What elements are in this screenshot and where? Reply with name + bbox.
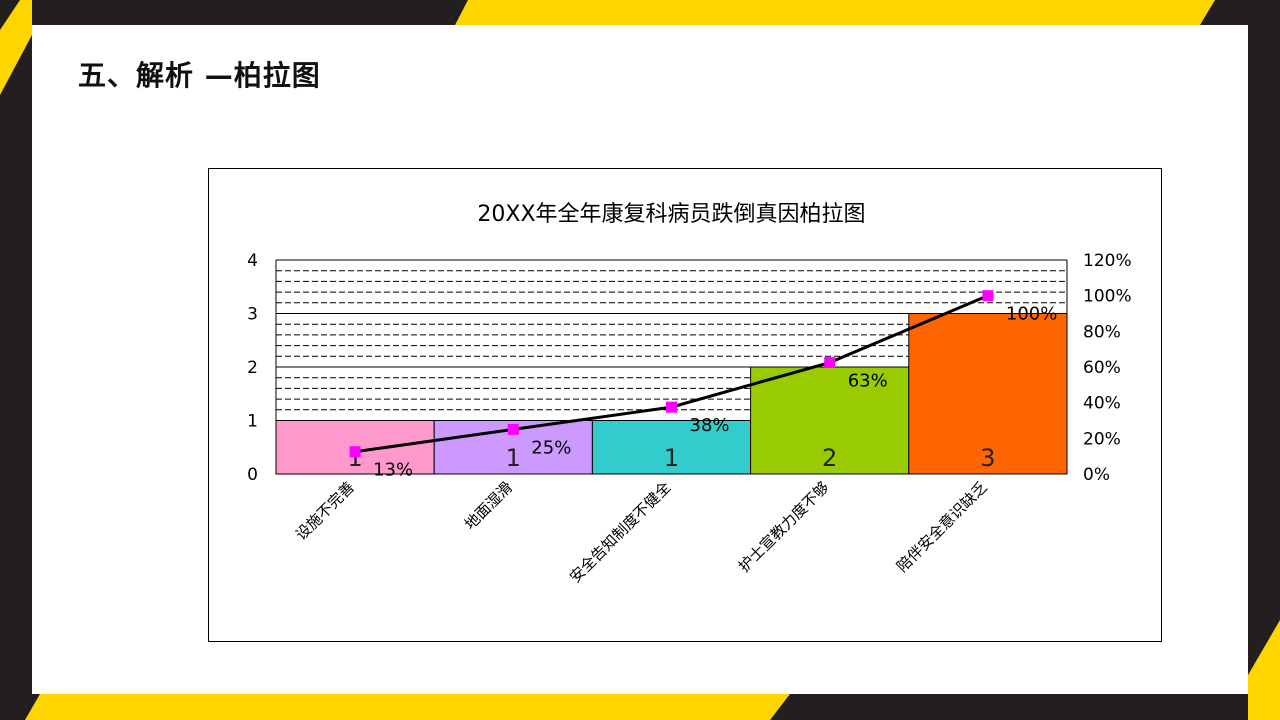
cumulative-percent-label-4: 63%	[848, 371, 888, 392]
y-tick-label: 1	[247, 412, 258, 432]
bar-4	[750, 366, 910, 475]
top-stripe-decoration	[455, 0, 1215, 25]
x-category-label: 安全告知制度不健全	[566, 478, 674, 586]
cumulative-percent-label-2: 25%	[531, 437, 571, 458]
bar-value-label-5: 3	[980, 444, 995, 472]
y-tick-label: 4	[247, 251, 258, 271]
x-category-label: 设施不完善	[292, 478, 358, 544]
cumulative-percent-label-1: 13%	[373, 460, 413, 481]
left-stripe-decoration	[0, 0, 32, 95]
x-category-label: 陪伴安全意识缺乏	[893, 478, 991, 576]
cumulative-point-2	[507, 423, 519, 435]
bottom-stripe-decoration	[25, 694, 790, 720]
bar-3	[591, 420, 752, 475]
x-category-label: 护士宣教力度不够	[735, 478, 833, 576]
cumulative-point-3	[666, 401, 677, 413]
bar-value-label-4: 2	[822, 444, 837, 472]
cumulative-point-4	[824, 357, 836, 369]
bar-value-label-2: 1	[506, 444, 521, 472]
y2-tick-label: 0%	[1083, 465, 1110, 485]
chart-title: 20XX年全年康复科病员跌倒真因柏拉图	[477, 202, 865, 227]
bar-5	[908, 313, 1068, 475]
y-tick-label: 0	[247, 465, 258, 485]
right-stripe-decoration	[1248, 620, 1280, 720]
y2-tick-label: 20%	[1083, 429, 1121, 449]
cumulative-percent-label-3: 38%	[690, 415, 730, 436]
y-tick-label: 2	[247, 358, 258, 378]
y2-tick-label: 80%	[1083, 322, 1121, 342]
x-category-label: 地面湿滑	[461, 478, 516, 533]
cumulative-percent-label-5: 100%	[1006, 304, 1057, 325]
y2-tick-label: 120%	[1083, 251, 1132, 271]
pareto-chart-frame: 20XX年全年康复科病员跌倒真因柏拉图 1 1 1 2 3 0 1 2 3 4 0% 20% 40% 60%…	[208, 168, 1162, 642]
cumulative-point-1	[349, 446, 361, 458]
slide-heading: 五、解析 —柏拉图	[78, 59, 321, 92]
y2-tick-label: 60%	[1083, 358, 1121, 378]
bar-value-label-3: 1	[664, 444, 679, 472]
y2-tick-label: 40%	[1083, 394, 1121, 414]
cumulative-point-5	[982, 290, 994, 302]
y2-tick-label: 100%	[1083, 287, 1132, 307]
y-tick-label: 3	[247, 305, 258, 325]
